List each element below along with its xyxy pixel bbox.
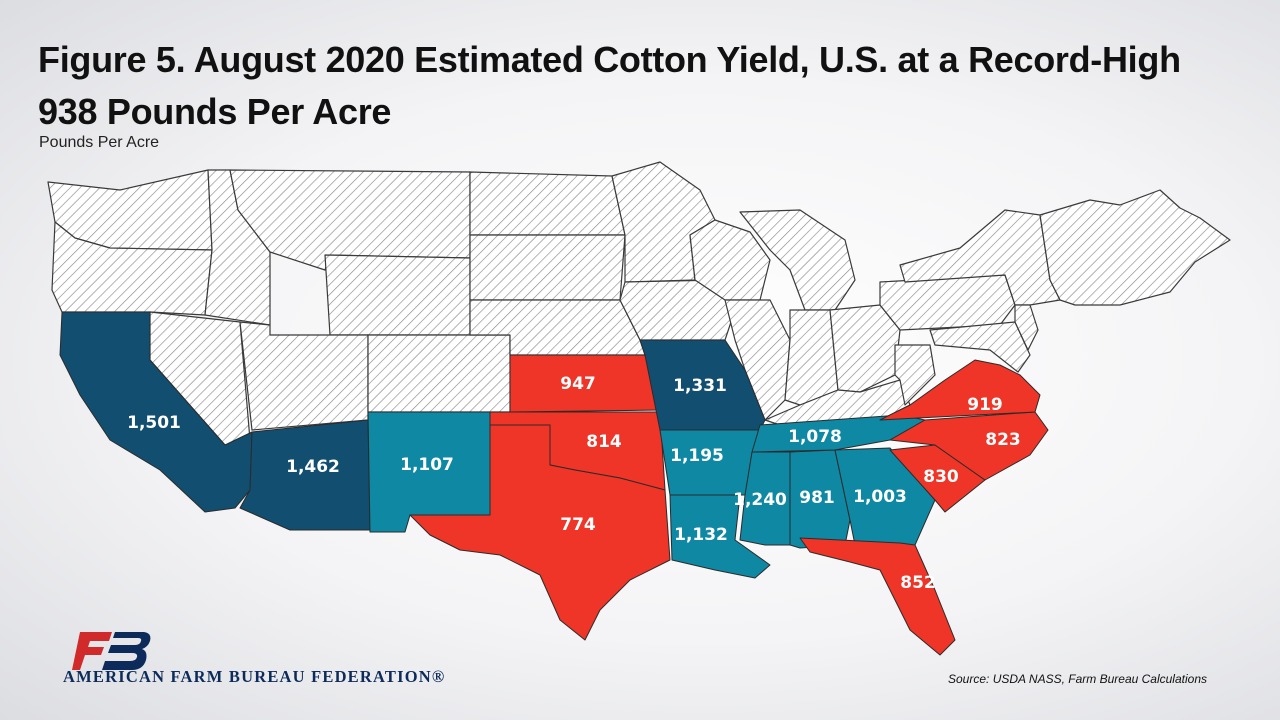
state-fl: [799, 537, 956, 656]
state-il: [724, 299, 791, 421]
label-va: 919: [967, 395, 1003, 415]
label-mo: 1,331: [673, 376, 727, 396]
state-pa: [879, 274, 1016, 331]
label-la: 1,132: [674, 525, 728, 545]
state-sc: [889, 444, 986, 513]
label-fl: 852: [900, 573, 936, 593]
afbf-logo: AMERICAN FARM BUREAU FEDERATION®: [60, 626, 480, 696]
label-tx: 774: [560, 515, 596, 535]
label-nc: 823: [985, 430, 1021, 450]
state-nc: [889, 411, 1049, 481]
state-wv: [894, 344, 936, 406]
organization-name: AMERICAN FARM BUREAU FEDERATION®: [63, 667, 446, 686]
label-ga: 1,003: [853, 487, 907, 507]
source-note: Source: USDA NASS, Farm Bureau Calculati…: [948, 672, 1207, 686]
state-wi: [689, 219, 771, 301]
label-al: 981: [799, 488, 835, 508]
state-ca: [59, 311, 253, 513]
state-nj: [1014, 304, 1039, 351]
label-ok: 814: [586, 432, 622, 452]
label-nm: 1,107: [400, 455, 454, 475]
fb-logo-mark-icon: [72, 632, 151, 670]
label-ms: 1,240: [733, 490, 787, 510]
label-sc: 830: [923, 467, 959, 487]
label-az: 1,462: [286, 457, 340, 477]
label-tn: 1,078: [788, 427, 842, 447]
figure-title: Figure 5. August 2020 Estimated Cotton Y…: [38, 39, 1181, 132]
state-oh: [829, 304, 901, 393]
label-ks: 947: [560, 374, 596, 394]
state-wy: [324, 254, 471, 336]
state-la: [669, 494, 771, 579]
state-co: [367, 334, 511, 413]
state-nd: [469, 171, 626, 236]
label-ar: 1,195: [670, 446, 724, 466]
state-va: [879, 359, 1041, 421]
state-sd: [469, 234, 626, 301]
state-new-england: [1039, 189, 1231, 306]
state-tx: [409, 424, 671, 641]
state-ut: [239, 321, 369, 431]
state-in: [784, 309, 839, 406]
figure-subtitle: Pounds Per Acre: [39, 134, 160, 151]
label-ca: 1,501: [127, 413, 181, 433]
